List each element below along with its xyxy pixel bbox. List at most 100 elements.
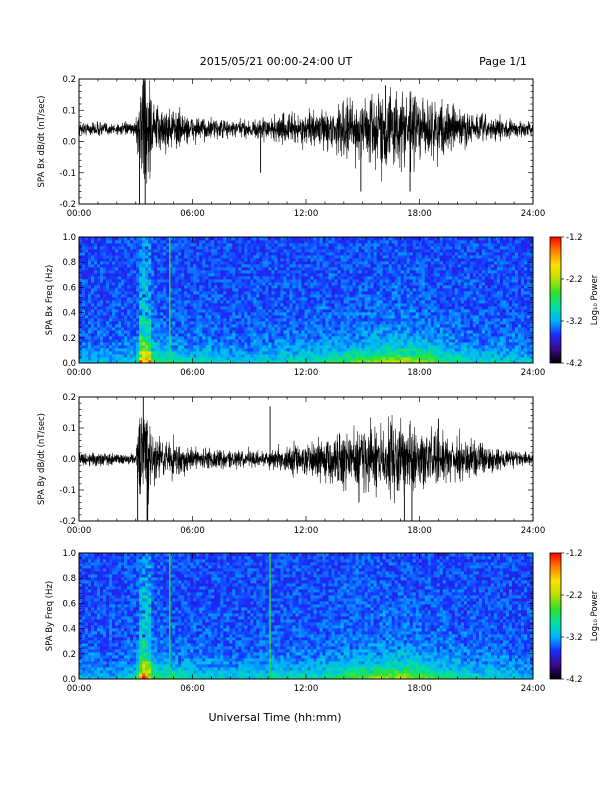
spectrogram-cell — [277, 264, 280, 267]
spectrogram-cell — [404, 240, 407, 243]
spectrogram-cell — [136, 315, 139, 318]
spectrogram-cell — [184, 264, 187, 267]
spectrogram-cell — [314, 246, 317, 249]
spectrogram-cell — [362, 333, 365, 336]
spectrogram-cell — [175, 273, 178, 276]
spectrogram-cell — [308, 354, 311, 357]
spectrogram-cell — [127, 303, 130, 306]
spectrogram-cell — [338, 240, 341, 243]
spectrogram-cell — [362, 318, 365, 321]
spectrogram-cell — [377, 285, 380, 288]
spectrogram-cell — [214, 255, 217, 258]
spectrogram-cell — [422, 270, 425, 273]
spectrogram-cell — [175, 327, 178, 330]
spectrogram-cell — [416, 249, 419, 252]
spectrogram-cell — [323, 258, 326, 261]
spectrogram-cell — [262, 246, 265, 249]
spectrogram-cell — [217, 321, 220, 324]
spectrogram-cell — [238, 282, 241, 285]
spectrogram-cell — [271, 327, 274, 330]
spectrogram-cell — [425, 264, 428, 267]
spectrogram-cell — [374, 243, 377, 246]
spectrogram-cell — [283, 354, 286, 357]
spectrogram-cell — [112, 339, 115, 342]
spectrogram-cell — [329, 243, 332, 246]
spectrogram-cell — [401, 339, 404, 342]
spectrogram-cell — [229, 330, 232, 333]
spectrogram-cell — [142, 354, 145, 357]
spectrogram-cell — [199, 303, 202, 306]
spectrogram-cell — [151, 273, 154, 276]
spectrogram-cell — [365, 258, 368, 261]
spectrogram-cell — [106, 279, 109, 282]
spectrogram-cell — [217, 273, 220, 276]
spectrogram-cell — [235, 303, 238, 306]
spectrogram-cell — [97, 246, 100, 249]
spectrogram-cell — [82, 357, 85, 360]
spectrogram-cell — [344, 342, 347, 345]
spectrogram-cell — [121, 327, 124, 330]
spectrogram-cell — [178, 312, 181, 315]
spectrogram-cell — [211, 285, 214, 288]
spectrogram-cell — [341, 267, 344, 270]
spectrogram-cell — [226, 267, 229, 270]
spectrogram-cell — [305, 258, 308, 261]
spectrogram-cell — [238, 279, 241, 282]
spectrogram-cell — [247, 288, 250, 291]
spectrogram-cell — [301, 243, 304, 246]
spectrogram-cell — [91, 270, 94, 273]
spectrogram-cell — [181, 252, 184, 255]
spectrogram-cell — [193, 300, 196, 303]
spectrogram-cell — [308, 288, 311, 291]
spectrogram-cell — [115, 276, 118, 279]
spectrogram-cell — [359, 351, 362, 354]
spectrogram-cell — [362, 267, 365, 270]
spectrogram-cell — [356, 312, 359, 315]
spectrogram-cell — [163, 339, 166, 342]
spectrogram-cell — [124, 240, 127, 243]
spectrogram-cell — [365, 237, 368, 240]
spectrogram-cell — [392, 261, 395, 264]
spectrogram-cell — [214, 276, 217, 279]
spectrogram-cell — [94, 321, 97, 324]
spectrogram-cell — [112, 252, 115, 255]
spectrogram-cell — [350, 285, 353, 288]
spectrogram-cell — [151, 342, 154, 345]
spectrogram-cell — [295, 333, 298, 336]
spectrogram-cell — [103, 249, 106, 252]
spectrogram-cell — [181, 267, 184, 270]
spectrogram-cell — [100, 345, 103, 348]
spectrogram-cell — [166, 261, 169, 264]
spectrogram-cell — [193, 351, 196, 354]
spectrogram-cell — [85, 342, 88, 345]
spectrogram-cell — [136, 333, 139, 336]
spectrogram-cell — [223, 345, 226, 348]
spectrogram-cell — [238, 318, 241, 321]
spectrogram-cell — [377, 270, 380, 273]
spectrogram-cell — [389, 276, 392, 279]
spectrogram-cell — [314, 291, 317, 294]
bx-spectrogram-plot — [79, 237, 533, 363]
spectrogram-cell — [217, 357, 220, 360]
spectrogram-cell — [187, 261, 190, 264]
spectrogram-cell — [289, 354, 292, 357]
spectrogram-cell — [416, 297, 419, 300]
spectrogram-cell — [425, 258, 428, 261]
spectrogram-cell — [398, 300, 401, 303]
spectrogram-cell — [139, 309, 142, 312]
spectrogram-cell — [289, 273, 292, 276]
spectrogram-cell — [136, 336, 139, 339]
spectrogram-cell — [145, 318, 148, 321]
spectrogram-cell — [404, 297, 407, 300]
spectrogram-cell — [256, 285, 259, 288]
spectrogram-cell — [389, 357, 392, 360]
spectrogram-cell — [289, 357, 292, 360]
spectrogram-cell — [407, 252, 410, 255]
spectrogram-cell — [172, 330, 175, 333]
spectrogram-cell — [259, 297, 262, 300]
spectrogram-cell — [196, 327, 199, 330]
spectrogram-cell — [347, 318, 350, 321]
spectrogram-cell — [410, 354, 413, 357]
spectrogram-cell — [202, 258, 205, 261]
spectrogram-cell — [115, 345, 118, 348]
